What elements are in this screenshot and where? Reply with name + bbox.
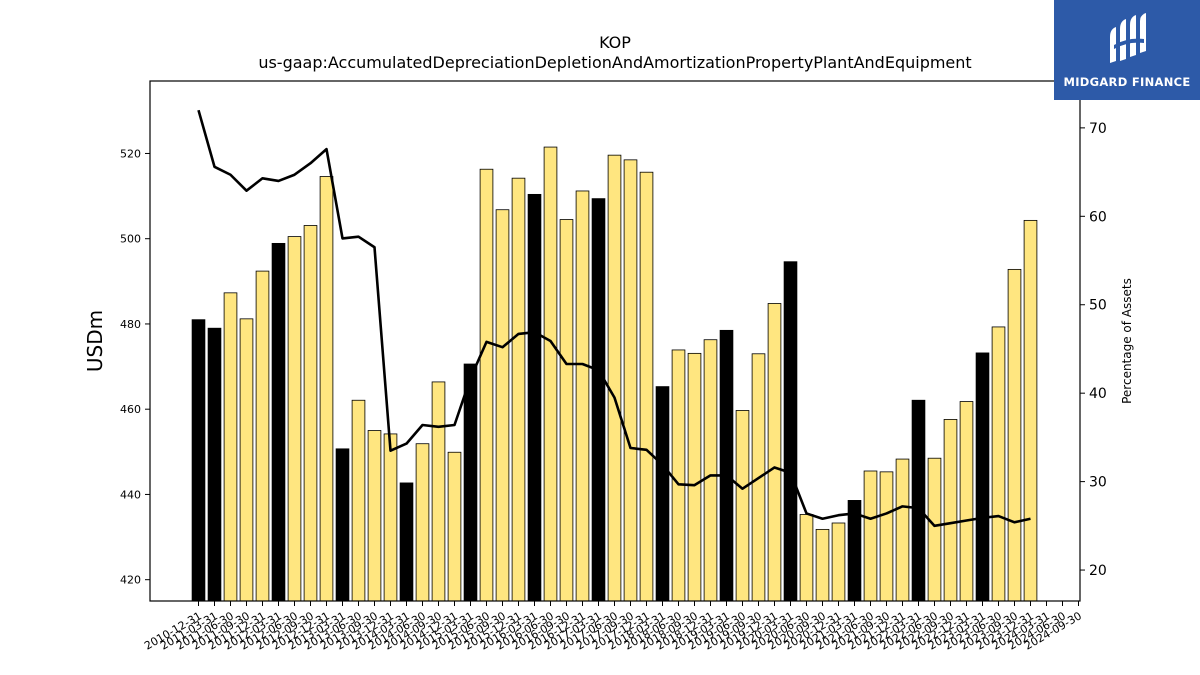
bar-2016-06-30 bbox=[543, 146, 558, 602]
bar-2021-09-30 bbox=[879, 471, 894, 602]
bar-2016-09-30 bbox=[559, 219, 574, 602]
bar-2020-09-30 bbox=[815, 528, 830, 602]
bar-2023-06-30 bbox=[991, 326, 1006, 602]
y2-tick-label-30: 30 bbox=[1089, 475, 1107, 491]
bar-2019-06-30 bbox=[735, 410, 750, 602]
bar-2021-06-30 bbox=[863, 470, 878, 602]
y2-tick-label-40: 40 bbox=[1089, 386, 1107, 402]
bar-2017-12-31 bbox=[639, 171, 654, 602]
bar-2017-06-30 bbox=[607, 154, 622, 602]
bar-2013-03-31 bbox=[335, 448, 350, 602]
bar-2020-06-30 bbox=[799, 514, 814, 602]
midgard-logo-icon bbox=[1110, 13, 1146, 63]
bar-2022-06-30 bbox=[927, 457, 942, 602]
y2-tick-label-60: 60 bbox=[1089, 209, 1107, 225]
pct-line-series bbox=[197, 109, 1031, 528]
y2-axis-label: Percentage of Assets bbox=[1120, 278, 1134, 404]
bar-2013-06-30 bbox=[351, 399, 366, 602]
bar-2023-03-31 bbox=[975, 352, 990, 602]
bar-2014-03-31 bbox=[399, 482, 414, 602]
bar-2023-12-31 bbox=[1023, 219, 1038, 602]
bar-2016-12-31 bbox=[575, 190, 590, 602]
bar-2018-03-31 bbox=[655, 386, 670, 602]
bar-2019-03-31 bbox=[719, 329, 734, 602]
y2-tick-label-50: 50 bbox=[1089, 298, 1107, 314]
bar-2011-03-31 bbox=[207, 327, 222, 602]
bar-2010-12-31 bbox=[191, 319, 206, 602]
bar-2013-09-30 bbox=[367, 430, 382, 602]
bar-2011-09-30 bbox=[239, 318, 254, 602]
bar-2018-09-30 bbox=[687, 352, 702, 602]
bar-2015-12-31 bbox=[511, 177, 526, 602]
bar-2011-06-30 bbox=[223, 292, 238, 602]
bar-2012-03-31 bbox=[271, 242, 286, 602]
y-axis-label: USDm bbox=[83, 310, 107, 372]
chart-subtitle: us-gaap:AccumulatedDepreciationDepletion… bbox=[258, 53, 971, 72]
bar-2014-06-30 bbox=[415, 443, 430, 602]
bar-2022-09-30 bbox=[943, 419, 958, 602]
y-tick-label-520: 520 bbox=[120, 147, 141, 160]
bar-2015-03-31 bbox=[463, 363, 478, 602]
bar-2014-09-30 bbox=[431, 381, 446, 602]
right-y-axis: 20 30 40 50 60 70 bbox=[1080, 121, 1107, 579]
bar-2020-12-31 bbox=[831, 522, 846, 602]
y-tick-label-460: 460 bbox=[120, 403, 141, 416]
bar-2015-06-30 bbox=[479, 168, 494, 602]
bar-2012-12-31 bbox=[319, 176, 334, 602]
chart-title: KOP bbox=[599, 33, 631, 52]
bar-2019-12-31 bbox=[767, 303, 782, 602]
y-tick-label-440: 440 bbox=[120, 488, 141, 501]
bar-2018-12-31 bbox=[703, 339, 718, 602]
pct-of-assets-line bbox=[197, 109, 1031, 528]
bar-2015-09-30 bbox=[495, 209, 510, 602]
bar-2021-12-31 bbox=[895, 458, 910, 602]
brand-logo: MIDGARD FINANCE bbox=[1054, 0, 1200, 100]
brand-name: MIDGARD FINANCE bbox=[1063, 75, 1191, 89]
y-tick-label-480: 480 bbox=[120, 318, 141, 331]
bar-2017-09-30 bbox=[623, 159, 638, 602]
bar-2020-03-31 bbox=[783, 261, 798, 602]
bar-2022-12-31 bbox=[959, 401, 974, 602]
bar-2018-06-30 bbox=[671, 349, 686, 602]
y-tick-label-420: 420 bbox=[120, 574, 141, 587]
left-y-axis: 420 440 460 480 500 520 bbox=[120, 147, 150, 587]
bar-2012-06-30 bbox=[287, 236, 302, 602]
bar-series bbox=[191, 146, 1038, 602]
bar-2014-12-31 bbox=[447, 451, 462, 602]
y-tick-label-500: 500 bbox=[120, 233, 141, 246]
x-axis: 2010-12-312011-03-312011-06-302011-09-30… bbox=[142, 601, 1084, 653]
y2-tick-label-70: 70 bbox=[1089, 121, 1107, 137]
bar-2017-03-31 bbox=[591, 198, 606, 602]
bar-2011-12-31 bbox=[255, 270, 270, 602]
bar-2022-03-31 bbox=[911, 399, 926, 602]
bar-2023-09-30 bbox=[1007, 268, 1022, 602]
y2-tick-label-20: 20 bbox=[1089, 563, 1107, 579]
bar-2016-03-31 bbox=[527, 193, 542, 602]
bar-2013-12-31 bbox=[383, 433, 398, 602]
bar-2012-09-30 bbox=[303, 225, 318, 602]
